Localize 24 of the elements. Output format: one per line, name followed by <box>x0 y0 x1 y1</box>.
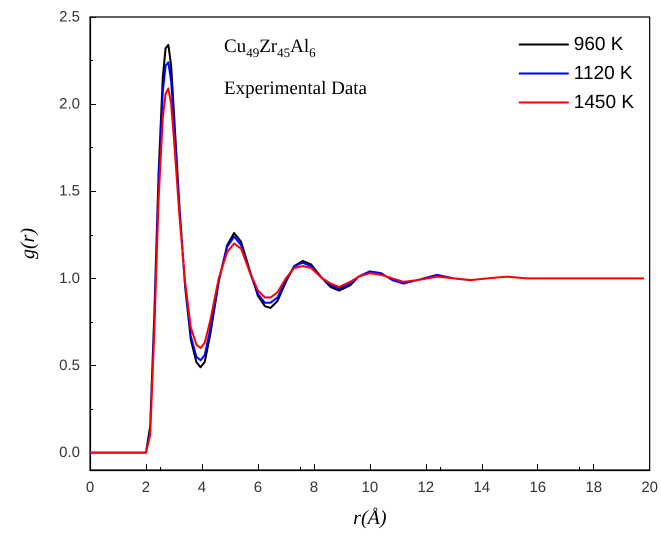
x-axis-title: r(Å) <box>353 507 387 529</box>
x-tick-label: 20 <box>641 479 658 496</box>
x-tick-label: 18 <box>585 479 602 496</box>
y-tick-label: 1.5 <box>59 182 80 200</box>
x-tick-label: 16 <box>529 479 546 496</box>
x-tick-label: 6 <box>254 479 262 496</box>
y-tick-label: 0.0 <box>59 444 80 462</box>
legend-label: 1120 K <box>574 63 633 84</box>
y-tick-label: 1.0 <box>59 270 80 287</box>
annotation: Experimental Data <box>224 78 367 99</box>
x-tick-label: 0 <box>86 479 94 496</box>
y-tick-label: 2.0 <box>59 96 80 113</box>
y-axis-title: g(r) <box>17 228 39 260</box>
y-tick-label: 0.5 <box>59 356 80 374</box>
x-tick-label: 14 <box>473 479 490 496</box>
annotation: Cu$_{49}$Zr$_{45}$Al$_{6}$ <box>224 36 316 60</box>
legend-label: 960 K <box>574 34 624 55</box>
x-tick-label: 2 <box>142 479 150 496</box>
x-tick-label: 8 <box>310 479 318 496</box>
x-tick-label: 10 <box>361 479 378 496</box>
legend-label: 1450 K <box>574 92 634 113</box>
x-tick-label: 12 <box>417 479 434 496</box>
y-tick-label: 2.5 <box>59 8 80 26</box>
x-tick-label: 4 <box>198 479 206 496</box>
